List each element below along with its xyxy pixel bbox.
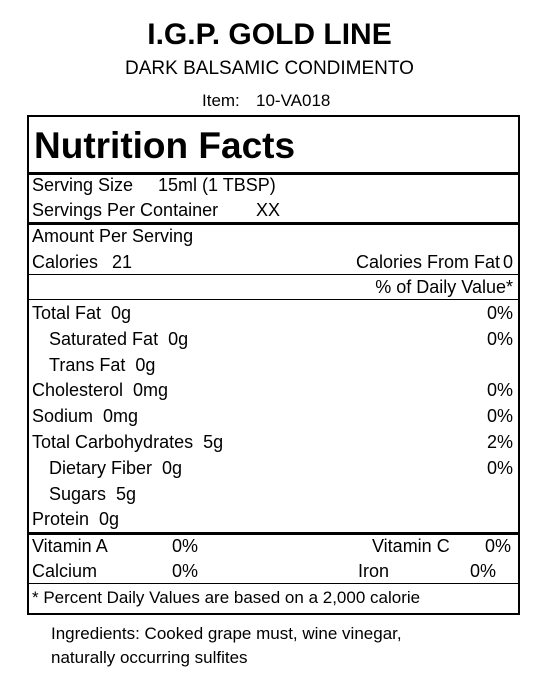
calories-label: Calories [32, 252, 99, 272]
nutrient-dv: 2% [486, 432, 513, 452]
sub-nutrient-name: Trans Fat [49, 354, 126, 375]
amount-per-serving: Amount Per Serving [32, 226, 194, 246]
nutrient-name: Cholesterol [32, 380, 124, 401]
serving-size-label: Serving Size [32, 175, 134, 195]
calories-fat-label: Calories From Fat [355, 252, 500, 272]
rule [28, 274, 518, 275]
vitamin-dv: 0% [172, 536, 199, 556]
ingredients-line: Ingredients: Cooked grape must, wine vin… [51, 623, 402, 643]
dv-header: % of Daily Value* [375, 277, 513, 297]
nutrient-dv: 0% [486, 328, 513, 349]
vitamin-dv: 0% [470, 561, 497, 581]
sub-nutrient-name: Dietary Fiber [49, 457, 153, 478]
nutrient-amount: 0g [99, 509, 120, 530]
vitamin-dv: 0% [172, 561, 199, 581]
vitamin-name: Iron [358, 561, 390, 581]
nutrient-name: Protein [32, 509, 90, 530]
label-title: Nutrition Facts [34, 124, 296, 166]
nutrient-dv: 0% [486, 406, 513, 427]
nutrient-amount: 0g [135, 354, 156, 375]
nutrient-name: Total Carbohydrates [32, 432, 194, 452]
nutrient-amount: 5g [116, 483, 137, 504]
ingredients-line: naturally occurring sulfites [51, 647, 248, 667]
calories-fat: 0 [502, 252, 513, 272]
nutrient-name: Total Fat [32, 303, 102, 323]
vitamin-name: Vitamin C [372, 536, 450, 556]
serving-size: 15ml (1 TBSP) [158, 175, 276, 195]
rule [28, 299, 518, 300]
sub-nutrient-name: Saturated Fat [49, 328, 159, 349]
rule [28, 583, 518, 584]
nutrient-dv: 0% [486, 457, 513, 478]
servings-label: Servings Per Container [32, 200, 219, 220]
footnote: * Percent Daily Values are based on a 2,… [32, 587, 421, 607]
rule [28, 222, 518, 225]
label-box [27, 115, 520, 615]
item-value: 10-VA018 [256, 90, 331, 110]
nutrient-dv: 0% [486, 380, 513, 401]
vitamin-dv: 0% [485, 536, 512, 556]
nutrient-amount: 0g [168, 328, 189, 349]
nutrient-amount: 0mg [133, 380, 169, 401]
servings: XX [256, 200, 281, 220]
nutrient-name: Sodium [32, 406, 94, 427]
sub-nutrient-name: Sugars [49, 483, 107, 504]
calories: 21 [112, 252, 133, 272]
rule [28, 172, 518, 175]
title: I.G.P. GOLD LINE [147, 18, 392, 51]
vitamin-name: Vitamin A [32, 536, 108, 556]
nutrient-dv: 0% [486, 303, 513, 323]
nutrient-amount: 5g [203, 432, 224, 452]
nutrient-amount: 0g [162, 457, 183, 478]
nutrient-amount: 0g [111, 303, 132, 323]
subtitle: DARK BALSAMIC CONDIMENTO [125, 57, 414, 79]
nutrient-amount: 0mg [103, 406, 139, 427]
item-label: Item: [202, 90, 240, 110]
vitamin-name: Calcium [32, 561, 98, 581]
rule [28, 532, 518, 535]
